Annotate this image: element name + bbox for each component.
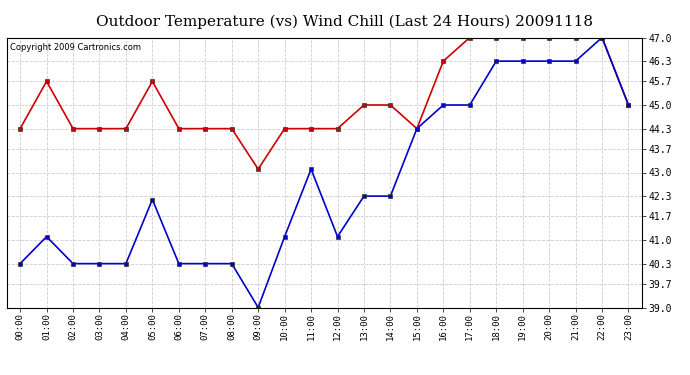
Text: Outdoor Temperature (vs) Wind Chill (Last 24 Hours) 20091118: Outdoor Temperature (vs) Wind Chill (Las… (97, 15, 593, 29)
Text: Copyright 2009 Cartronics.com: Copyright 2009 Cartronics.com (10, 43, 141, 52)
